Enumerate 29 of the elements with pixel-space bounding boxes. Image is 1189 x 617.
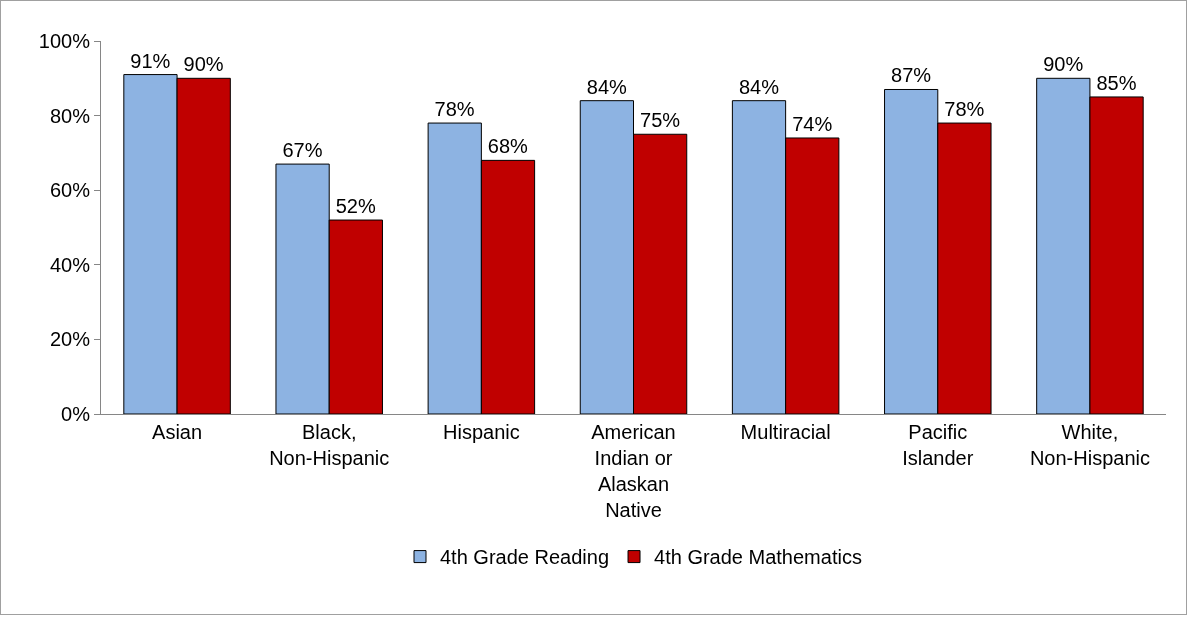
y-tick-label: 100% — [38, 30, 91, 52]
data-label: 75% — [640, 109, 681, 132]
data-label: 90% — [1043, 53, 1084, 76]
legend-label: 4th Grade Reading — [440, 546, 610, 569]
y-tick-label: 40% — [49, 253, 91, 276]
legend-label: 4th Grade Mathematics — [654, 546, 862, 569]
data-label: 87% — [891, 64, 932, 87]
y-tick-label: 20% — [49, 328, 91, 351]
y-tick-label: 0% — [61, 403, 91, 425]
y-tick-label: 60% — [49, 179, 91, 202]
x-tick-label: Asian — [152, 421, 203, 443]
x-tick-label: Pacific Islander — [902, 421, 974, 469]
data-label: 78% — [944, 98, 985, 121]
data-label: 85% — [1096, 71, 1137, 94]
data-label: 68% — [487, 135, 529, 158]
data-label: 91% — [130, 49, 171, 72]
data-label: 67% — [282, 139, 323, 162]
y-tick-label: 80% — [49, 104, 91, 127]
x-tick-label: American Indian or Alaskan Native — [591, 421, 676, 521]
x-tick-label: Black, Non-Hispanic — [269, 421, 390, 469]
x-tick-label: Multiracial — [740, 421, 831, 443]
data-label: 52% — [335, 195, 376, 218]
data-label: 84% — [586, 75, 627, 98]
data-label: 90% — [183, 53, 224, 76]
data-label: 78% — [434, 98, 475, 121]
data-label: 74% — [792, 112, 833, 135]
x-tick-label: White, Non-Hispanic — [1029, 421, 1150, 469]
data-label: 84% — [738, 75, 780, 98]
x-tick-label: Hispanic — [443, 421, 520, 443]
